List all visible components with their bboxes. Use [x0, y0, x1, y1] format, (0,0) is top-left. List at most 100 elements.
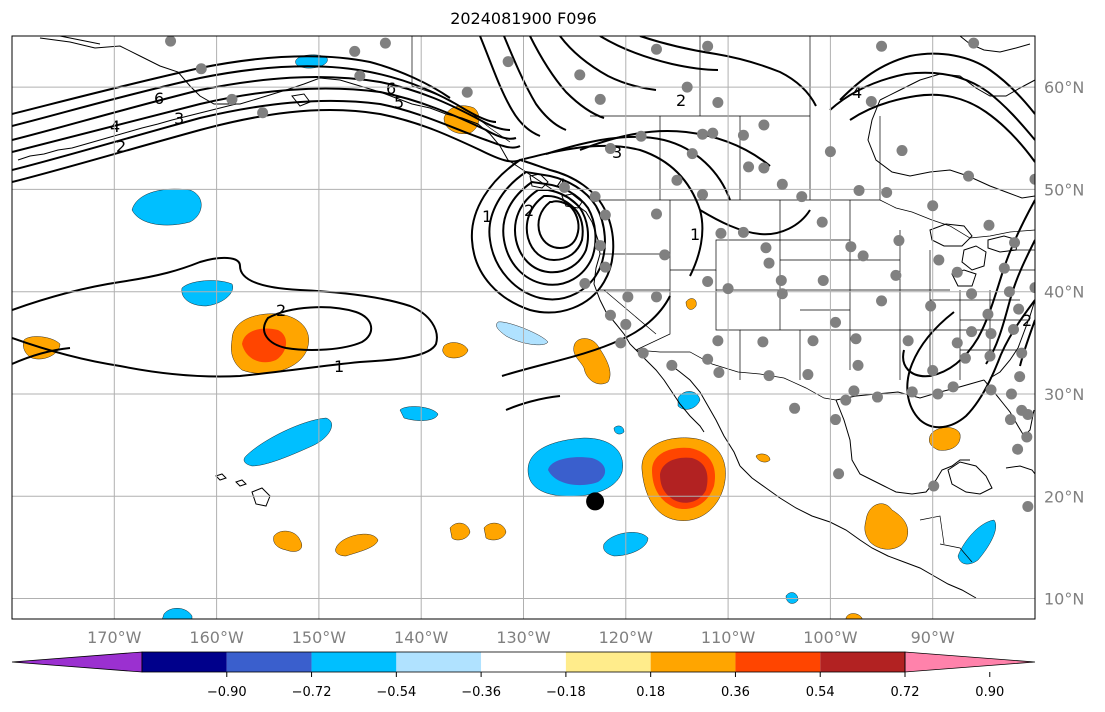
colorbar-tick-label: 0.36	[721, 685, 750, 700]
station-dot	[1013, 303, 1025, 315]
station-dot	[1003, 286, 1015, 298]
station-dot	[833, 468, 845, 480]
station-dot	[757, 336, 769, 348]
station-dot	[763, 370, 775, 382]
station-dot	[985, 384, 997, 396]
station-dot	[697, 128, 709, 140]
anomaly-fill-positive	[335, 533, 379, 557]
station-dot	[983, 219, 995, 231]
station-dot	[1005, 388, 1017, 400]
contour-label: 2	[676, 91, 686, 110]
contour-label: 1	[334, 357, 344, 376]
station-dot	[932, 388, 944, 400]
anomaly-fill-positive	[755, 453, 771, 463]
station-dot	[1016, 347, 1028, 359]
station-dot	[951, 337, 963, 349]
contour-label: 3	[612, 143, 622, 162]
station-dot	[796, 191, 808, 203]
lat-tick-label: 10°N	[1044, 590, 1084, 609]
station-dot	[951, 266, 963, 278]
station-dot	[789, 402, 801, 414]
anomaly-fill-negative	[957, 519, 996, 565]
colorbar-tick-label: 0.18	[636, 685, 665, 700]
station-dot	[758, 162, 770, 174]
latitude-labels: 60°N 50°N 40°N 30°N 20°N 10°N	[1044, 78, 1084, 608]
station-dot	[702, 353, 714, 365]
station-dot	[881, 186, 893, 198]
station-dot	[776, 178, 788, 190]
station-dot	[574, 69, 586, 81]
station-dot	[927, 364, 939, 376]
station-dot	[830, 316, 842, 328]
anomaly-fill-positive	[660, 457, 708, 503]
station-dot	[927, 200, 939, 212]
station-dot	[737, 129, 749, 141]
anomaly-fill-positive	[483, 522, 507, 541]
station-dot	[681, 81, 693, 93]
station-dot	[1044, 329, 1055, 340]
contour-label: 2	[1022, 311, 1032, 330]
station-dot	[1022, 500, 1034, 512]
station-dot	[713, 367, 725, 379]
station-dot	[966, 326, 978, 338]
contour-label: 4	[110, 117, 120, 136]
station-dot	[579, 278, 591, 290]
station-dot	[1008, 324, 1020, 336]
lon-tick-label: 150°W	[292, 628, 347, 647]
station-dot	[890, 269, 902, 281]
anomaly-fill-positive	[442, 342, 469, 359]
contour-label: 2	[276, 301, 286, 320]
map-border	[11, 35, 1036, 620]
lon-tick-label: 160°W	[189, 628, 244, 647]
station-dot	[845, 241, 857, 253]
colorbar-outline	[141, 651, 906, 673]
colorbar-segment	[820, 652, 905, 672]
station-dot	[659, 249, 671, 261]
lon-tick-label: 90°W	[911, 628, 955, 647]
colorbar-tick-label: 0.72	[891, 685, 920, 700]
station-dot	[1095, 230, 1105, 241]
station-dot	[959, 352, 971, 364]
station-dot	[906, 386, 918, 398]
station-dot	[985, 328, 997, 340]
contour-labels: 6 4 3 2 6 5 3 2 1 2 4 1 2 1 4 2	[110, 79, 1032, 376]
station-dot	[650, 291, 662, 303]
anomaly-fill-positive	[685, 298, 697, 310]
colorbar-tick-label: 0.90	[975, 685, 1004, 700]
station-dot	[925, 300, 937, 312]
storm-center-marker	[586, 492, 605, 511]
lon-tick-label: 130°W	[496, 628, 551, 647]
station-dot	[599, 261, 611, 273]
station-dot	[966, 288, 978, 300]
anomaly-fill-negative	[399, 406, 439, 421]
anomaly-fill-positive	[573, 338, 611, 385]
station-dot	[871, 391, 883, 403]
colorbar-extend-high	[904, 651, 1036, 673]
station-dot	[853, 184, 865, 196]
lat-tick-label: 50°N	[1044, 180, 1084, 199]
lat-tick-label: 40°N	[1044, 283, 1084, 302]
lon-tick-label: 100°W	[803, 628, 858, 647]
colorbar-tick-label: −0.90	[207, 685, 247, 700]
station-dot	[743, 161, 755, 173]
station-dot	[802, 369, 814, 381]
colorbar-segment	[311, 652, 397, 672]
longitude-labels: 170°W 160°W 150°W 140°W 130°W 120°W 110°W 100°W…	[87, 628, 955, 647]
anomaly-fill-negative	[613, 425, 625, 435]
contour-label: 2	[524, 201, 534, 220]
station-dot	[760, 242, 772, 254]
station-dot	[928, 480, 940, 492]
station-dot	[615, 337, 627, 349]
station-dot	[712, 335, 724, 347]
station-dot	[1069, 254, 1080, 265]
anomaly-fill-negative	[785, 592, 799, 604]
station-dot	[635, 130, 647, 142]
station-dot	[830, 414, 842, 426]
anomaly-fill-negative	[131, 188, 202, 226]
colorbar-segment	[142, 652, 227, 672]
map-gridlines	[12, 36, 1035, 619]
station-dot	[1021, 431, 1033, 443]
station-dot	[763, 257, 775, 269]
lat-tick-label: 20°N	[1044, 487, 1084, 506]
station-dot	[589, 191, 601, 203]
